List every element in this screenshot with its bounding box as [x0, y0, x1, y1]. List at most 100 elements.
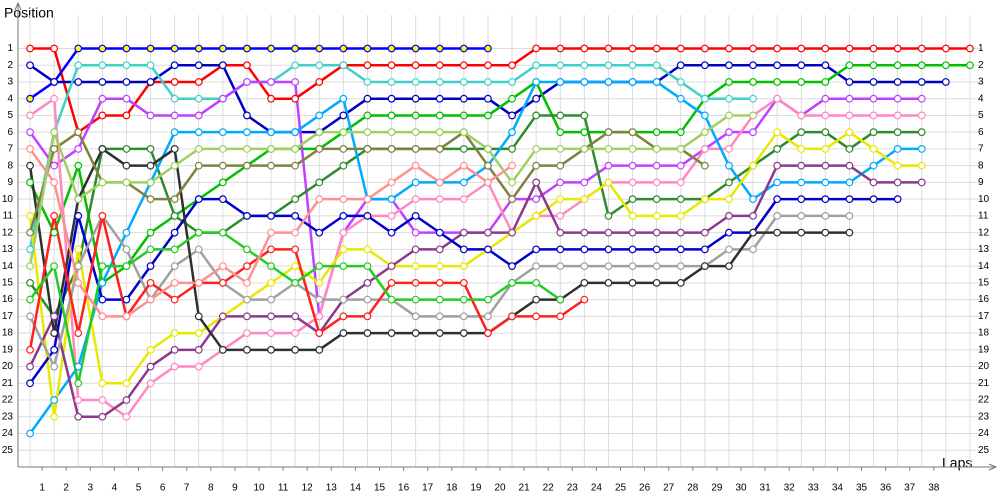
lap-marker [26, 278, 34, 287]
lap-marker [676, 178, 685, 187]
lap-marker [508, 94, 516, 103]
lap-marker [508, 228, 516, 237]
y-tick-label: 18 [2, 328, 14, 339]
lap-marker [387, 262, 396, 271]
y-tick-label-right: 25 [978, 445, 990, 456]
lap-marker [700, 61, 709, 70]
lap-marker [194, 61, 203, 70]
lap-marker [700, 228, 709, 237]
lap-marker [74, 379, 83, 388]
lap-marker [411, 228, 420, 237]
lap-marker [893, 44, 902, 53]
lap-marker [363, 278, 372, 287]
lap-marker [98, 61, 107, 70]
lap-marker [315, 262, 324, 271]
markers [26, 44, 974, 438]
lap-marker [652, 128, 661, 137]
lap-marker [339, 111, 348, 120]
lap-marker [122, 78, 131, 86]
lap-marker [773, 94, 782, 103]
y-tick-label-right: 23 [978, 411, 990, 422]
lap-marker [291, 145, 300, 153]
lap-marker [700, 145, 709, 153]
lap-marker [580, 145, 589, 153]
series-line [29, 47, 488, 100]
lap-marker [243, 111, 251, 120]
x-tick-label: 11 [278, 483, 289, 494]
lap-marker [797, 78, 806, 86]
lap-marker [725, 44, 733, 53]
lap-marker [580, 111, 589, 120]
lap-marker [869, 94, 878, 103]
lap-marker [218, 278, 227, 287]
lap-marker [170, 78, 179, 86]
lap-marker [194, 78, 203, 86]
lap-marker [194, 111, 203, 120]
lap-marker [98, 78, 107, 86]
lap-marker [435, 262, 444, 271]
x-tick-label: 4 [112, 483, 118, 494]
lap-marker [411, 44, 420, 53]
lap-marker [411, 145, 420, 153]
lap-marker [941, 78, 950, 86]
y-tick-label-right: 15 [978, 277, 990, 288]
lap-marker [50, 262, 59, 271]
lap-marker [98, 145, 107, 153]
lap-marker [218, 262, 227, 271]
y-tick-label-right: 1 [978, 43, 984, 54]
x-tick-label: 29 [711, 483, 723, 494]
lap-marker [98, 412, 107, 421]
lap-marker [725, 78, 733, 86]
lap-marker [532, 78, 541, 86]
lap-marker [291, 329, 300, 337]
x-tick-label: 30 [735, 483, 747, 494]
lap-marker [459, 145, 468, 153]
lap-marker [122, 111, 131, 120]
lap-marker [869, 178, 878, 187]
lap-marker [315, 61, 324, 70]
lap-marker [315, 345, 324, 354]
lap-marker [821, 145, 830, 153]
lap-marker [146, 178, 155, 187]
lap-marker [339, 312, 348, 321]
lap-marker [339, 295, 348, 304]
lap-marker [387, 211, 396, 220]
lap-marker [194, 278, 203, 287]
lap-marker [459, 78, 468, 86]
lap-marker [50, 128, 59, 137]
lap-marker [74, 412, 83, 421]
lap-marker [26, 429, 34, 438]
lap-marker [628, 228, 637, 237]
y-tick-label-right: 19 [978, 344, 990, 355]
lap-marker [98, 111, 107, 120]
lap-marker [267, 44, 275, 53]
lap-marker [435, 78, 444, 86]
lap-marker [652, 78, 661, 86]
lap-marker [749, 211, 757, 220]
lap-marker [869, 78, 878, 86]
x-tick-label: 15 [374, 483, 386, 494]
lap-marker [194, 329, 203, 337]
lap-marker [821, 94, 830, 103]
lap-marker [98, 94, 107, 103]
lap-marker [676, 145, 685, 153]
lap-marker [532, 295, 541, 304]
lap-marker [146, 295, 155, 304]
lap-marker [556, 61, 565, 70]
lap-marker [869, 128, 878, 137]
series-line [28, 130, 922, 419]
lap-marker [773, 145, 782, 153]
lap-marker [917, 94, 926, 103]
lap-marker [628, 178, 637, 187]
y-tick-label: 14 [2, 261, 14, 272]
y-tick-label: 17 [2, 311, 14, 322]
lap-marker [363, 329, 372, 337]
lap-marker [484, 228, 492, 237]
lap-marker [267, 145, 275, 153]
lap-marker [532, 44, 541, 53]
lap-marker [387, 295, 396, 304]
lap-marker [676, 195, 685, 204]
lap-marker [170, 44, 179, 53]
lap-marker [315, 44, 324, 53]
